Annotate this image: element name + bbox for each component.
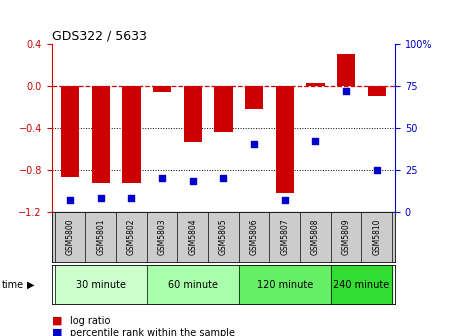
Bar xyxy=(245,86,263,109)
Point xyxy=(66,197,74,203)
Point xyxy=(189,179,196,184)
Text: GSM5808: GSM5808 xyxy=(311,219,320,255)
Text: 120 minute: 120 minute xyxy=(256,280,313,290)
Point xyxy=(343,88,350,93)
Text: GSM5804: GSM5804 xyxy=(188,218,197,255)
Text: GDS322 / 5633: GDS322 / 5633 xyxy=(52,30,146,43)
Text: GSM5809: GSM5809 xyxy=(342,218,351,255)
Bar xyxy=(306,83,325,86)
Text: time: time xyxy=(2,280,24,290)
Text: GSM5802: GSM5802 xyxy=(127,219,136,255)
Point xyxy=(158,175,166,181)
Bar xyxy=(61,86,79,177)
Bar xyxy=(276,86,294,193)
Text: GSM5806: GSM5806 xyxy=(250,218,259,255)
Point xyxy=(97,196,104,201)
Text: ■: ■ xyxy=(52,316,62,326)
Bar xyxy=(368,86,386,96)
Text: GSM5810: GSM5810 xyxy=(372,219,381,255)
Text: GSM5801: GSM5801 xyxy=(96,219,105,255)
Text: GSM5805: GSM5805 xyxy=(219,218,228,255)
Text: 60 minute: 60 minute xyxy=(168,280,218,290)
Text: GSM5807: GSM5807 xyxy=(280,218,289,255)
Point xyxy=(251,142,258,147)
Bar xyxy=(153,86,171,92)
Point xyxy=(312,138,319,144)
Text: log ratio: log ratio xyxy=(70,316,111,326)
Text: percentile rank within the sample: percentile rank within the sample xyxy=(70,328,235,336)
Text: 30 minute: 30 minute xyxy=(76,280,126,290)
Point xyxy=(373,167,380,172)
Text: ▶: ▶ xyxy=(27,280,34,290)
Bar xyxy=(184,86,202,142)
Text: 240 minute: 240 minute xyxy=(333,280,390,290)
Bar xyxy=(337,54,355,86)
Point xyxy=(128,196,135,201)
Bar xyxy=(122,86,141,183)
Point xyxy=(220,175,227,181)
Bar xyxy=(214,86,233,132)
Bar xyxy=(92,86,110,183)
Text: ■: ■ xyxy=(52,328,62,336)
Text: GSM5800: GSM5800 xyxy=(66,218,75,255)
Text: GSM5803: GSM5803 xyxy=(158,218,167,255)
Point xyxy=(281,197,288,203)
